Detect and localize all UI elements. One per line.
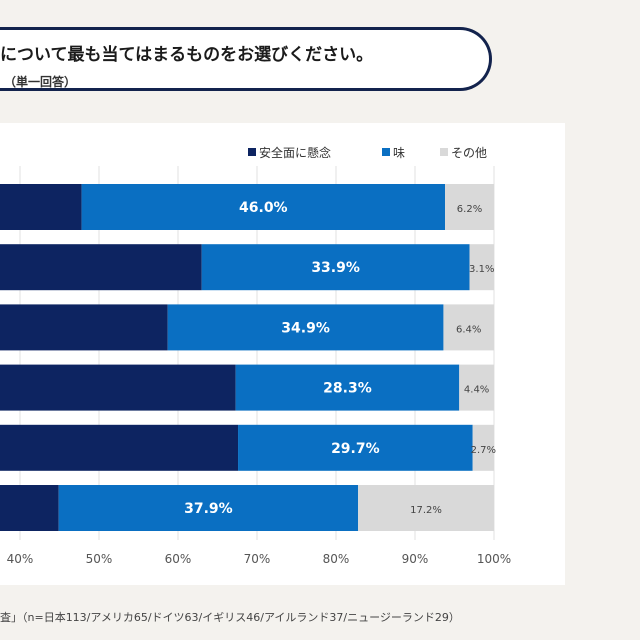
data-label: 6.2% (457, 204, 482, 215)
answer-type-note: （単一回答） (4, 75, 77, 89)
bar-segment (0, 364, 236, 411)
bar-segment (238, 424, 473, 471)
x-tick-label: 90% (402, 552, 429, 566)
x-tick-label: 40% (7, 552, 34, 566)
legend-label: 安全面に懸念 (259, 145, 331, 160)
bar-segment (445, 184, 494, 230)
data-label: 37.9% (184, 501, 233, 517)
bar-segment (443, 304, 494, 351)
legend-swatch (382, 148, 390, 156)
data-label: 34.9% (281, 320, 330, 336)
x-tick-label: 100% (477, 552, 511, 566)
bar-segment (0, 485, 59, 531)
bar-segment (469, 244, 494, 291)
bar-segment (459, 364, 494, 411)
question-box (0, 27, 492, 91)
data-label: 6.4% (456, 324, 481, 335)
data-label: 33.9% (311, 260, 360, 276)
data-label: 29.7% (331, 441, 380, 457)
bar-segment (0, 184, 82, 230)
bar-segment (0, 244, 202, 291)
data-label: 28.3% (323, 381, 372, 397)
x-tick-label: 80% (323, 552, 350, 566)
data-label: 4.4% (464, 385, 489, 396)
bar-segment (472, 424, 494, 471)
bar-segment (358, 485, 494, 531)
bar-segment (0, 304, 168, 351)
bar-segment (81, 184, 446, 230)
data-label: 46.0% (239, 200, 288, 216)
bar-segment (167, 304, 444, 351)
data-label: 17.2% (410, 505, 442, 516)
x-tick-label: 70% (244, 552, 271, 566)
legend-swatch (248, 148, 256, 156)
bar-segment (0, 424, 239, 471)
legend-label: 味 (393, 146, 405, 160)
bar-segment (235, 364, 460, 411)
x-tick-label: 50% (86, 552, 113, 566)
stacked-bar-chart: 40% 50% 60% 70% 80% 90% 100% 安全面に懸念 味 その他 46.0% 6.2… (0, 145, 511, 566)
legend-swatch (440, 148, 448, 156)
data-label: 3.1% (469, 264, 494, 275)
data-label: 2.7% (471, 445, 496, 456)
x-tick-label: 60% (165, 552, 192, 566)
source-note: 査」（n=日本113/アメリカ65/ドイツ63/イギリス46/アイルランド37/… (0, 611, 460, 624)
bar-segment (58, 485, 359, 531)
bar-segment (201, 244, 470, 291)
question-text: について最も当てはまるものをお選びください。 (0, 45, 374, 65)
legend-label: その他 (451, 146, 487, 160)
